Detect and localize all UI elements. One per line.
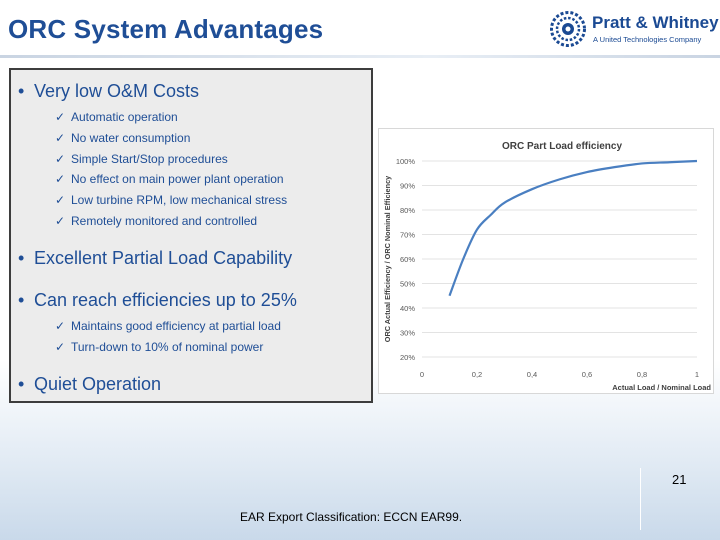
- y-tick-labels: 20% 30% 40% 50% 60% 70% 80% 90% 100%: [396, 157, 416, 362]
- sub-item: ✓ Maintains good efficiency at partial lo…: [55, 319, 281, 333]
- check-icon: ✓: [55, 131, 66, 145]
- x-tick-label: 1: [695, 370, 699, 379]
- chart-canvas: 20%30%40%50%60%70%80%90%100% 0 0,2 0,4 0,6 0…: [383, 141, 711, 392]
- x-tick-label: 0,6: [582, 370, 592, 379]
- chart-title: ORC Part Load efficiency: [502, 141, 622, 152]
- sub-item: ✓ No effect on main power plant operation: [55, 172, 284, 186]
- y-tick-label: 60%: [400, 255, 415, 264]
- advantages-panel: [9, 68, 373, 403]
- y-tick-label: 30%: [400, 329, 415, 338]
- sub-item-text: No effect on main power plant operation: [71, 172, 284, 186]
- chart-grid: [422, 160, 697, 358]
- sub-item-text: Turn-down to 10% of nominal power: [71, 340, 264, 354]
- y-tick-label: 50%: [400, 280, 415, 289]
- bullet-text: Quiet Operation: [34, 374, 162, 394]
- check-icon: ✓: [55, 319, 66, 333]
- x-tick-labels: 0 0,2 0,4 0,6 0,8 1: [420, 370, 699, 379]
- slide-title: ORC System Advantages: [8, 14, 324, 44]
- sub-item-text: Automatic operation: [71, 110, 178, 124]
- check-icon: ✓: [55, 193, 66, 207]
- footer-divider: [640, 468, 641, 530]
- efficiency-series-line: [448, 159, 698, 297]
- sub-item: ✓ No water consumption: [55, 131, 190, 145]
- bullet-efficiency: • Can reach efficiencies up to 25%: [18, 290, 297, 311]
- sub-item: ✓ Turn-down to 10% of nominal power: [55, 340, 263, 354]
- y-axis-label: ORC Actual Efficiency / ORC Nominal Effi…: [383, 175, 392, 342]
- check-icon: ✓: [55, 110, 66, 124]
- eagle-emblem-icon: [550, 11, 586, 47]
- bullet-marker: •: [18, 81, 25, 101]
- sub-item: ✓ Automatic operation: [55, 110, 178, 124]
- bullet-marker: •: [18, 290, 25, 310]
- page-number: 21: [672, 472, 687, 487]
- y-tick-label: 40%: [400, 304, 415, 313]
- bullet-om-costs: • Very low O&M Costs: [18, 81, 199, 102]
- y-tick-label: 80%: [400, 206, 415, 215]
- x-tick-label: 0,8: [637, 370, 647, 379]
- x-axis-label: Actual Load / Nominal Load: [612, 383, 711, 392]
- sub-item: ✓ Low turbine RPM, low mechanical stress: [55, 193, 287, 207]
- x-tick-label: 0: [420, 370, 424, 379]
- sub-item-text: No water consumption: [71, 131, 191, 145]
- brand-name: Pratt & Whitney: [592, 13, 719, 32]
- check-icon: ✓: [55, 152, 66, 166]
- x-tick-label: 0,4: [527, 370, 537, 379]
- sub-item-text: Maintains good efficiency at partial loa…: [71, 319, 281, 333]
- header-divider: [0, 55, 720, 58]
- sub-item-text: Low turbine RPM, low mechanical stress: [71, 193, 288, 207]
- brand-logo: Pratt & Whitney A United Technologies Co…: [550, 11, 719, 49]
- sub-item-text: Simple Start/Stop procedures: [71, 152, 228, 166]
- bullet-text: Very low O&M Costs: [34, 81, 200, 101]
- y-tick-label: 90%: [400, 182, 415, 191]
- x-tick-label: 0,2: [472, 370, 482, 379]
- check-icon: ✓: [55, 172, 66, 186]
- bullet-partial-load: • Excellent Partial Load Capability: [18, 248, 292, 269]
- check-icon: ✓: [55, 340, 66, 354]
- y-tick-label: 20%: [400, 353, 415, 362]
- bullet-marker: •: [18, 374, 25, 394]
- sub-item: ✓ Simple Start/Stop procedures: [55, 152, 228, 166]
- export-classification: EAR Export Classification: ECCN EAR99.: [240, 510, 463, 524]
- brand-tagline: A United Technologies Company: [593, 35, 702, 44]
- bullet-marker: •: [18, 248, 25, 268]
- bullet-text: Excellent Partial Load Capability: [34, 248, 293, 268]
- bullet-text: Can reach efficiencies up to 25%: [34, 290, 297, 310]
- check-icon: ✓: [55, 214, 66, 228]
- sub-item-text: Remotely monitored and controlled: [71, 214, 258, 228]
- sub-item: ✓ Remotely monitored and controlled: [55, 214, 257, 228]
- bullet-quiet: • Quiet Operation: [18, 374, 161, 395]
- y-tick-label: 70%: [400, 231, 415, 240]
- part-load-efficiency-chart: 20% 30% 40% 50% 60% 70% 80% 90% 100% 0 0,2 0,4 0,6 0…: [378, 128, 714, 394]
- y-tick-label: 100%: [396, 157, 416, 166]
